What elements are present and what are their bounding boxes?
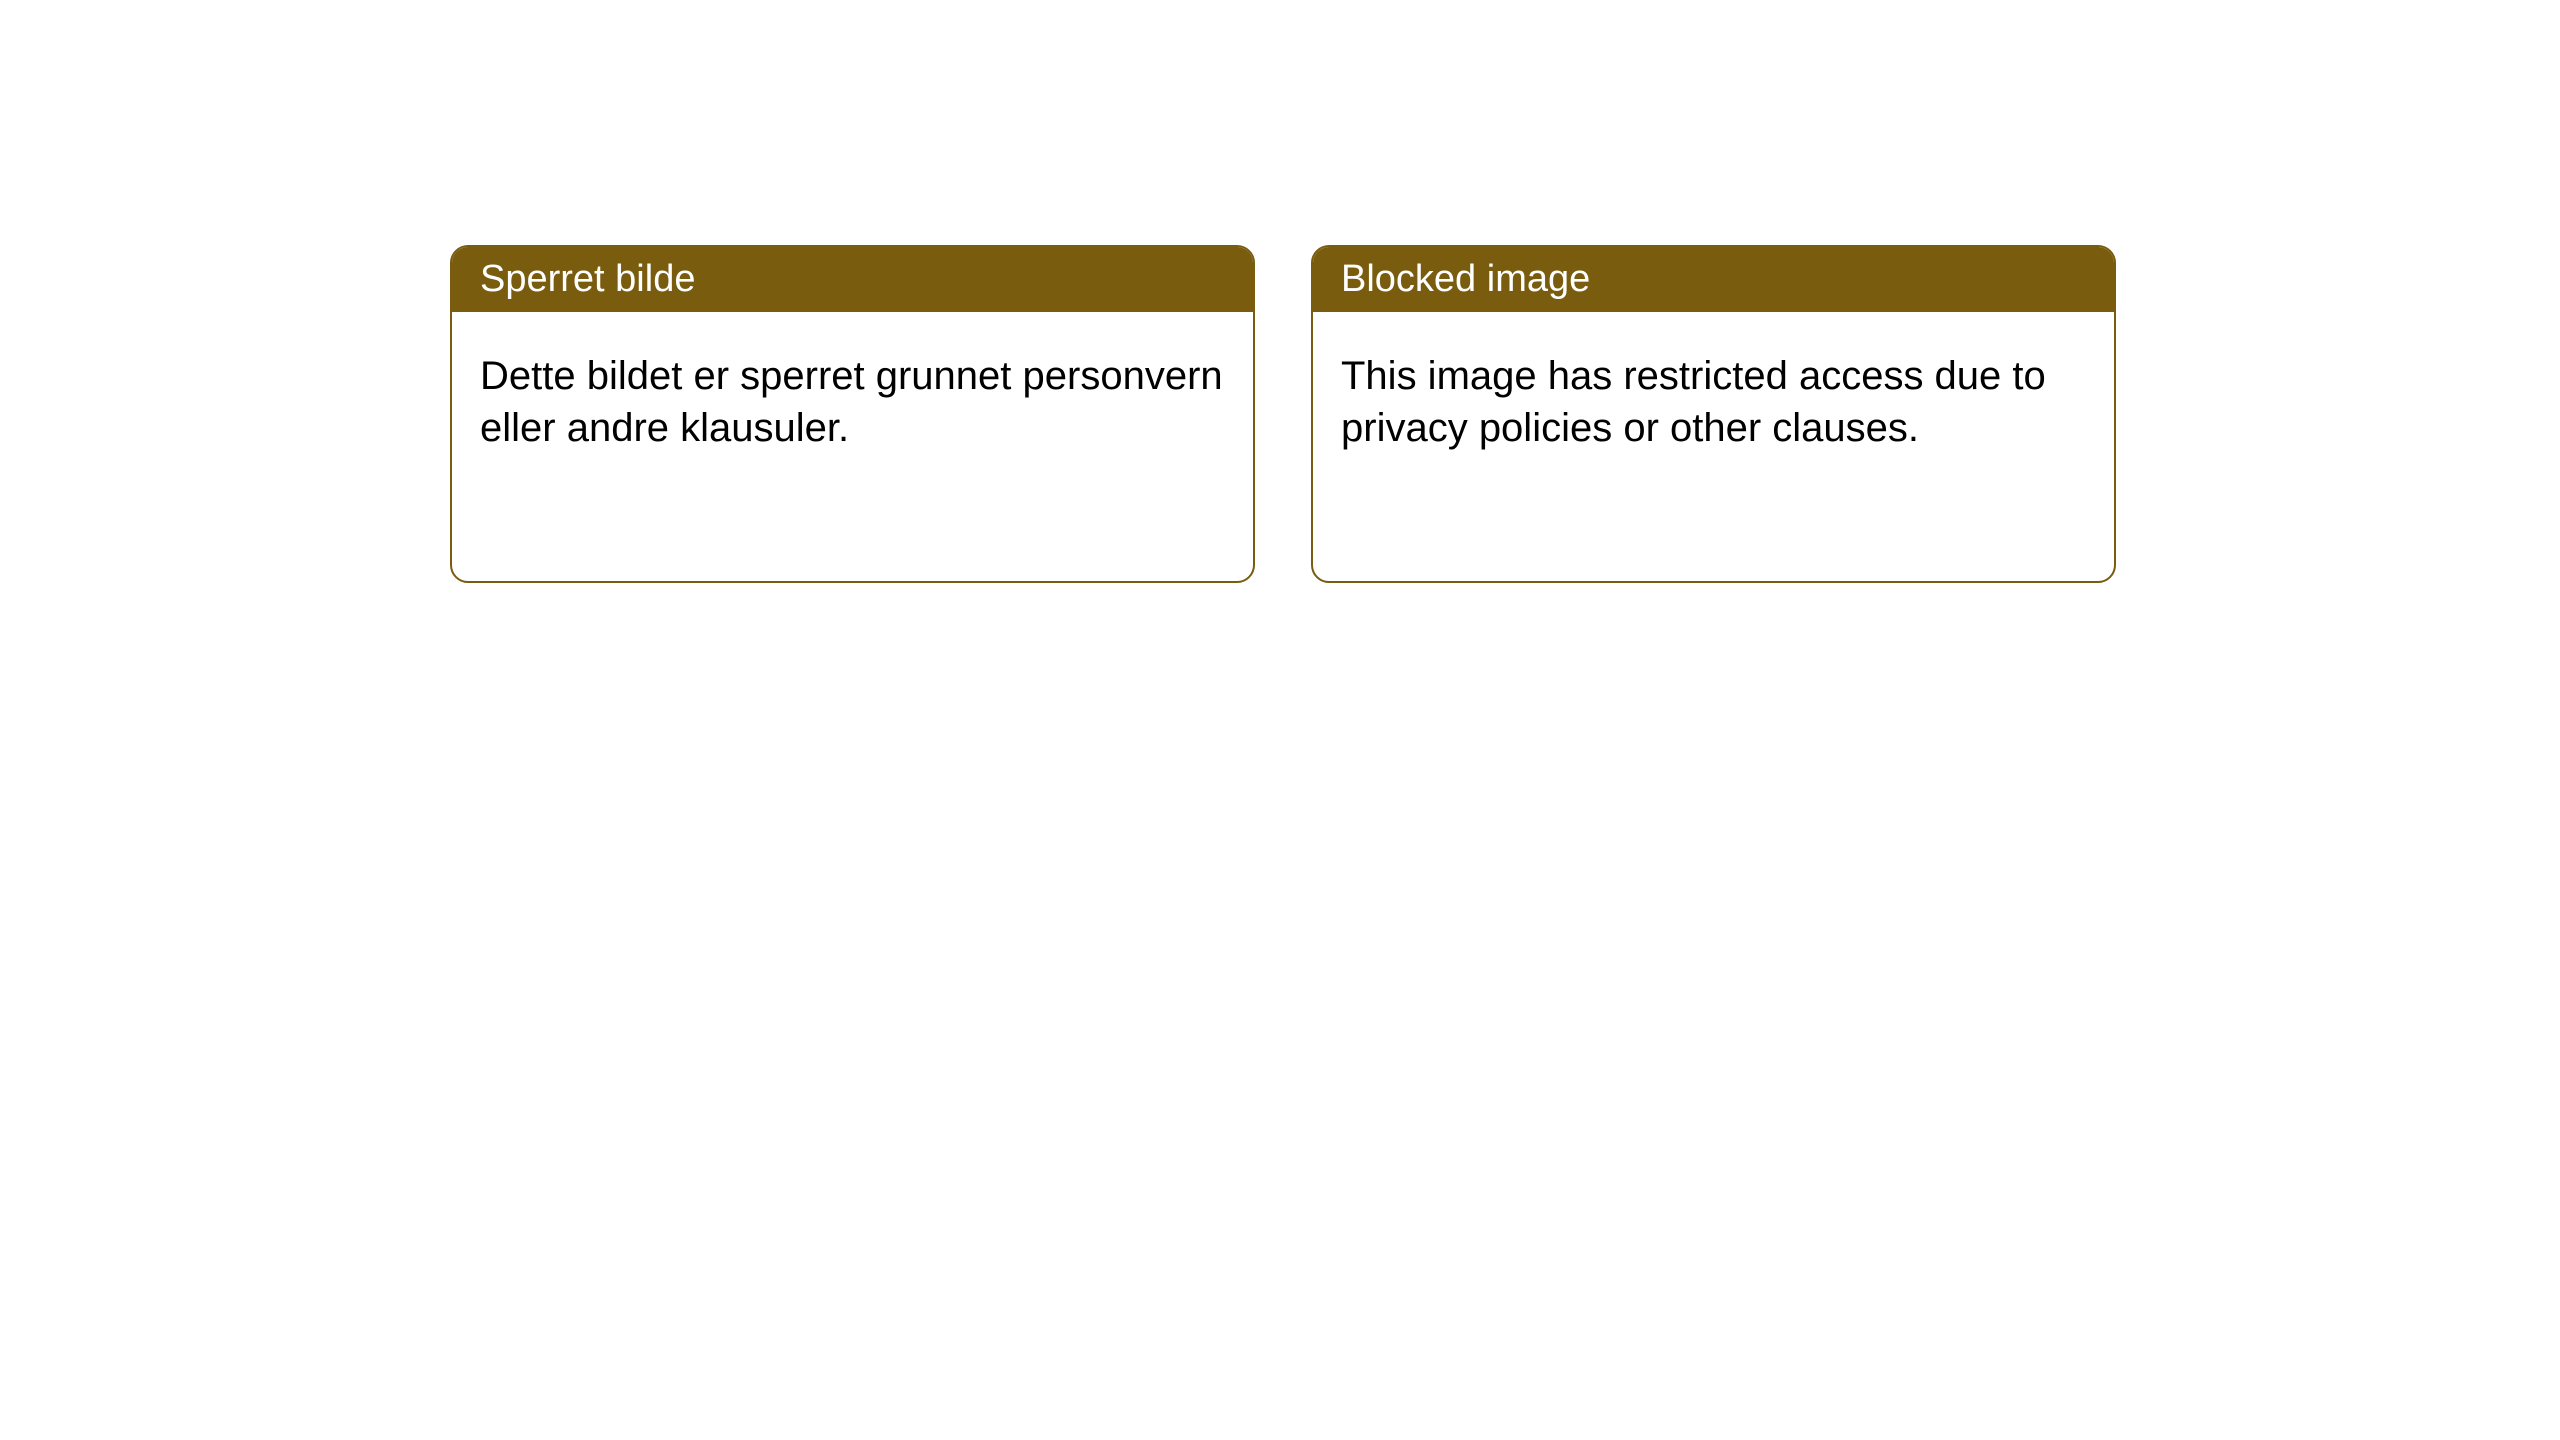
notice-card-english: Blocked image This image has restricted …	[1311, 245, 2116, 583]
card-body: Dette bildet er sperret grunnet personve…	[452, 312, 1253, 492]
card-header: Sperret bilde	[452, 247, 1253, 312]
card-message: This image has restricted access due to …	[1341, 354, 2046, 450]
notice-card-norwegian: Sperret bilde Dette bildet er sperret gr…	[450, 245, 1255, 583]
card-body: This image has restricted access due to …	[1313, 312, 2114, 492]
card-header: Blocked image	[1313, 247, 2114, 312]
card-title: Sperret bilde	[480, 258, 695, 300]
notice-container: Sperret bilde Dette bildet er sperret gr…	[0, 0, 2560, 583]
card-title: Blocked image	[1341, 258, 1590, 300]
card-message: Dette bildet er sperret grunnet personve…	[480, 354, 1223, 450]
